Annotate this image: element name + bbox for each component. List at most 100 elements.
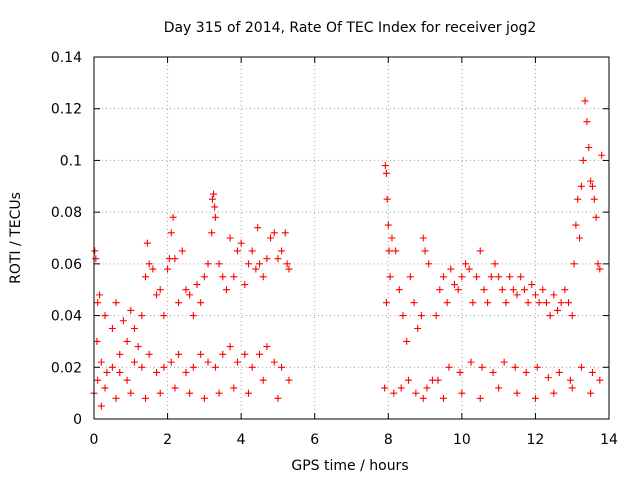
data-point (283, 260, 291, 268)
y-tick-label: 0.06 (51, 257, 82, 273)
data-point (557, 299, 565, 307)
data-point (590, 195, 598, 203)
data-point (528, 281, 536, 289)
data-point (513, 389, 521, 397)
data-point (574, 195, 582, 203)
data-point (281, 229, 289, 237)
data-point (285, 376, 293, 384)
data-point (544, 374, 552, 382)
data-point (489, 368, 497, 376)
data-point (502, 299, 510, 307)
data-point (219, 273, 227, 281)
data-point (403, 337, 411, 345)
data-point (395, 286, 403, 294)
data-point (458, 273, 466, 281)
data-point (513, 291, 521, 299)
data-point (465, 265, 473, 273)
data-point (256, 350, 264, 358)
data-point (259, 376, 267, 384)
data-point (127, 389, 135, 397)
data-point (491, 260, 499, 268)
data-point (392, 247, 400, 255)
data-point (522, 368, 530, 376)
data-point (419, 234, 427, 242)
data-point (583, 118, 591, 126)
data-point (156, 286, 164, 294)
data-point (495, 384, 503, 392)
y-tick-label: 0.08 (51, 205, 82, 221)
data-point (383, 195, 391, 203)
data-point (270, 229, 278, 237)
data-point (153, 291, 161, 299)
data-point (211, 363, 219, 371)
data-point (127, 306, 135, 314)
data-point (108, 363, 116, 371)
data-point (388, 234, 396, 242)
data-point (245, 389, 252, 397)
data-point (274, 255, 282, 263)
data-point (579, 156, 587, 164)
data-point (410, 299, 418, 307)
data-point (101, 384, 109, 392)
data-point (439, 394, 447, 402)
data-point (123, 376, 131, 384)
data-point (511, 363, 519, 371)
y-axis-label: ROTI / TECUs (8, 192, 24, 284)
data-point (160, 312, 168, 320)
data-point (285, 265, 293, 273)
data-point (178, 247, 186, 255)
data-point (197, 350, 205, 358)
data-point (200, 394, 208, 402)
data-point (248, 247, 256, 255)
data-point (506, 273, 514, 281)
data-point (539, 286, 547, 294)
data-point (531, 394, 539, 402)
data-point (480, 286, 488, 294)
data-point (94, 299, 102, 307)
data-point (531, 291, 539, 299)
data-point (167, 358, 175, 366)
data-point (145, 260, 153, 268)
data-point (97, 358, 105, 366)
data-point (175, 299, 183, 307)
data-point (588, 182, 596, 190)
data-point (226, 234, 234, 242)
data-point (256, 260, 264, 268)
data-point (93, 337, 101, 345)
data-point (245, 260, 252, 268)
data-point (568, 312, 576, 320)
data-point (561, 286, 569, 294)
data-point (585, 144, 593, 151)
data-point (103, 368, 111, 376)
data-point (520, 286, 528, 294)
data-point (153, 368, 161, 376)
data-point (517, 273, 525, 281)
data-point (577, 363, 585, 371)
data-point (215, 260, 223, 268)
data-point (412, 389, 420, 397)
data-point (208, 195, 216, 203)
data-point (182, 286, 190, 294)
data-point (204, 260, 212, 268)
x-axis-label: GPS time / hours (291, 458, 408, 474)
data-point (546, 312, 554, 320)
data-point (164, 265, 172, 273)
data-point (405, 376, 413, 384)
data-point (436, 286, 444, 294)
data-point (550, 291, 558, 299)
y-tick-label: 0.04 (51, 309, 82, 325)
data-point (476, 394, 484, 402)
data-point (487, 273, 495, 281)
data-point (97, 402, 105, 410)
data-point (381, 162, 389, 170)
data-point (96, 291, 104, 299)
data-point (123, 337, 131, 345)
y-axis: 0 0.02 0.04 0.06 0.08 0.1 0.12 0.14 (51, 50, 609, 428)
data-point (130, 358, 138, 366)
data-point (182, 368, 190, 376)
data-point (384, 221, 392, 229)
data-point (94, 376, 102, 384)
data-point (456, 368, 464, 376)
y-tick-label: 0.12 (51, 102, 82, 118)
data-point (270, 358, 278, 366)
